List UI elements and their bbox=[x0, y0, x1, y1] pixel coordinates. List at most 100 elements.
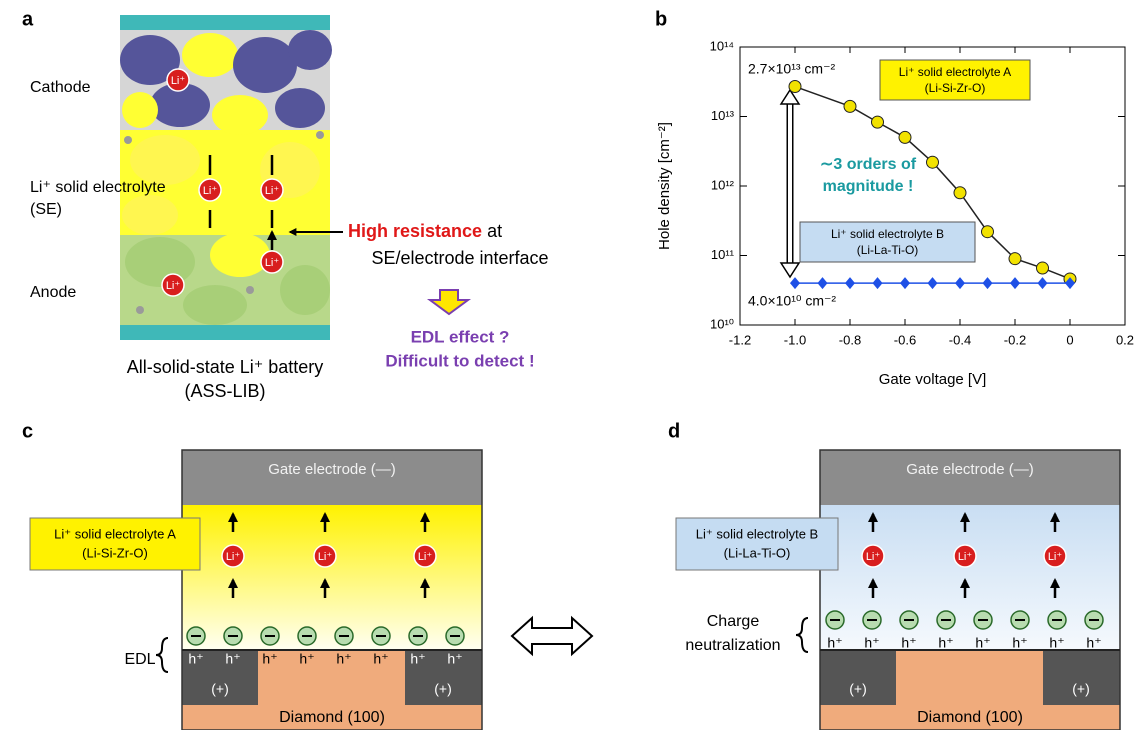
ion-label: Li⁺ bbox=[166, 280, 181, 292]
page: {"panel_labels": ["a", "b", "c", "d"], "… bbox=[0, 0, 1140, 730]
point bbox=[982, 226, 994, 238]
x-tick-label: 0.2 bbox=[1116, 332, 1134, 347]
label: EDL bbox=[124, 651, 155, 668]
label: Anode bbox=[30, 284, 76, 301]
x-axis-label: Gate voltage [V] bbox=[879, 371, 987, 388]
ion-label: Li⁺ bbox=[171, 75, 186, 87]
ion-label: Li⁺ bbox=[1048, 551, 1063, 563]
point bbox=[1037, 262, 1049, 274]
figure: a b c d Cathode Li⁺ solid electrolyte (S… bbox=[0, 0, 1140, 730]
ion-label: Li⁺ bbox=[958, 551, 973, 563]
label: Li⁺ solid electrolyte B bbox=[696, 526, 818, 541]
label: (+) bbox=[1072, 681, 1090, 697]
legend-label: Li⁺ solid electrolyte A bbox=[899, 65, 1011, 79]
legend-label: (Li-Si-Zr-O) bbox=[925, 81, 986, 95]
point bbox=[928, 277, 938, 289]
panel-label: b bbox=[655, 8, 667, 30]
hole: h⁺ bbox=[901, 635, 916, 651]
x-tick-label: -0.6 bbox=[894, 332, 916, 347]
point bbox=[818, 277, 828, 289]
y-tick-label: 10¹⁰ bbox=[710, 316, 734, 331]
hole: h⁺ bbox=[864, 635, 879, 651]
point bbox=[1038, 277, 1048, 289]
hole: h⁺ bbox=[975, 635, 990, 651]
hole: h⁺ bbox=[299, 651, 314, 667]
y-tick-label: 10¹³ bbox=[711, 108, 735, 123]
label: (+) bbox=[849, 681, 867, 697]
text: at bbox=[487, 221, 502, 241]
x-tick-label: -0.8 bbox=[839, 332, 861, 347]
x-tick-label: 0 bbox=[1066, 332, 1073, 347]
hole: h⁺ bbox=[262, 651, 277, 667]
legend-label: (Li-La-Ti-O) bbox=[857, 243, 919, 257]
label: (Li-Si-Zr-O) bbox=[82, 545, 148, 560]
brace bbox=[156, 638, 168, 672]
ion-label: Li⁺ bbox=[866, 551, 881, 563]
x-tick-label: -0.2 bbox=[1004, 332, 1026, 347]
panel-label: a bbox=[22, 8, 34, 30]
x-tick-label: -0.4 bbox=[949, 332, 971, 347]
label: neutralization bbox=[685, 637, 780, 654]
label: Gate electrode (—) bbox=[268, 461, 396, 478]
point bbox=[955, 277, 965, 289]
hole: h⁺ bbox=[336, 651, 351, 667]
label: Difficult to detect ! bbox=[385, 351, 534, 370]
caption: All-solid-state Li⁺ battery bbox=[127, 357, 324, 377]
point bbox=[873, 277, 883, 289]
label: (+) bbox=[211, 681, 229, 697]
hole: h⁺ bbox=[188, 651, 203, 667]
hole: h⁺ bbox=[1049, 635, 1064, 651]
ion-label: Li⁺ bbox=[265, 185, 280, 197]
y-tick-label: 10¹⁴ bbox=[710, 38, 734, 53]
y-axis-label: Hole density [cm⁻²] bbox=[656, 122, 673, 250]
point bbox=[954, 187, 966, 199]
ion-label: Li⁺ bbox=[226, 551, 241, 563]
hole: h⁺ bbox=[1086, 635, 1101, 651]
label: Gate electrode (—) bbox=[906, 461, 1034, 478]
ion-label: Li⁺ bbox=[418, 551, 433, 563]
x-tick-label: -1.0 bbox=[784, 332, 806, 347]
ion-label: Li⁺ bbox=[318, 551, 333, 563]
label: (+) bbox=[434, 681, 452, 697]
point bbox=[872, 116, 884, 128]
point bbox=[900, 277, 910, 289]
hole: h⁺ bbox=[410, 651, 425, 667]
label: Charge bbox=[707, 613, 760, 630]
annotation: 4.0×10¹⁰ cm⁻² bbox=[748, 293, 836, 309]
point bbox=[845, 277, 855, 289]
ion-label: Li⁺ bbox=[203, 185, 218, 197]
x-tick-label: -1.2 bbox=[729, 332, 751, 347]
point bbox=[899, 131, 911, 143]
point bbox=[844, 100, 856, 112]
emphasis: High resistance bbox=[348, 221, 482, 241]
hole: h⁺ bbox=[225, 651, 240, 667]
label: EDL effect ? bbox=[411, 327, 510, 346]
legend-label: Li⁺ solid electrolyte B bbox=[831, 227, 944, 241]
point bbox=[983, 277, 993, 289]
callout: magnitude ! bbox=[823, 178, 914, 195]
label: Li⁺ solid electrolyte bbox=[30, 179, 166, 196]
y-tick-label: 10¹¹ bbox=[711, 247, 735, 262]
hole: h⁺ bbox=[447, 651, 462, 667]
down-arrow bbox=[430, 290, 468, 314]
panel-label: d bbox=[668, 420, 680, 442]
hole: h⁺ bbox=[373, 651, 388, 667]
hole: h⁺ bbox=[938, 635, 953, 651]
brace bbox=[796, 618, 808, 652]
hole: h⁺ bbox=[1012, 635, 1027, 651]
label: Li⁺ solid electrolyte A bbox=[54, 526, 176, 541]
point bbox=[1010, 277, 1020, 289]
resistance-text: High resistance at bbox=[348, 221, 502, 241]
caption: (ASS-LIB) bbox=[184, 381, 265, 401]
y-tick-label: 10¹² bbox=[711, 177, 735, 192]
annotation: 2.7×10¹³ cm⁻² bbox=[748, 61, 835, 77]
callout: ∼3 orders of bbox=[820, 156, 917, 173]
ion-label: Li⁺ bbox=[265, 257, 280, 269]
label: Diamond (100) bbox=[279, 709, 385, 726]
label: Diamond (100) bbox=[917, 709, 1023, 726]
label: SE/electrode interface bbox=[371, 248, 548, 268]
hole: h⁺ bbox=[827, 635, 842, 651]
label: (SE) bbox=[30, 201, 62, 218]
label: (Li-La-Ti-O) bbox=[724, 545, 791, 560]
panel-label: c bbox=[22, 420, 33, 442]
